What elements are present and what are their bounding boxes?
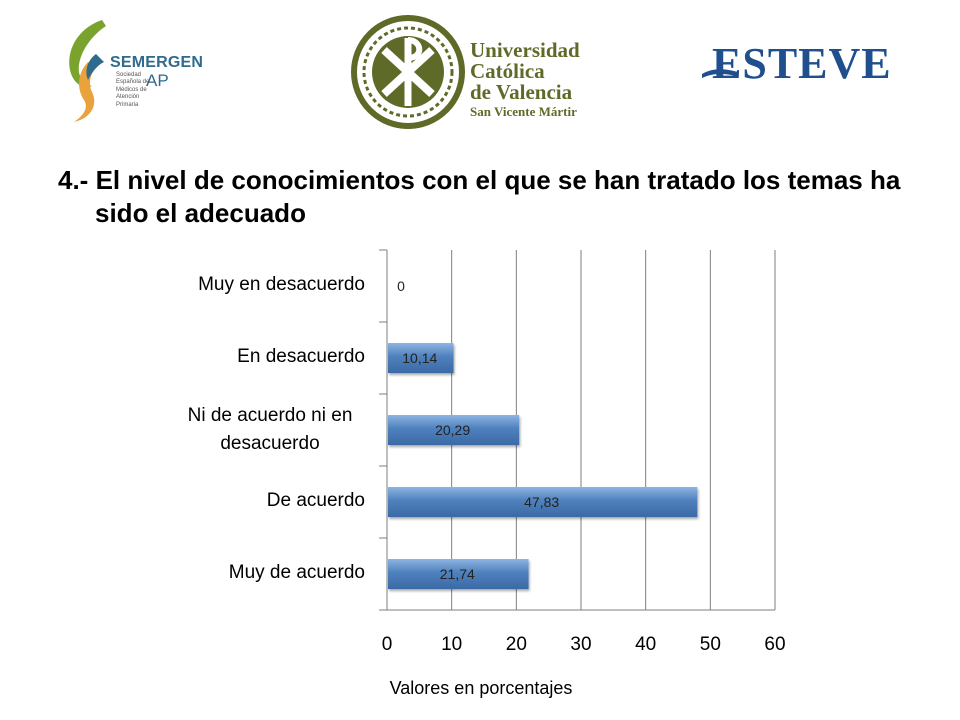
ucv-line-3: de Valencia <box>470 80 573 104</box>
esteve-swoosh-icon <box>702 69 738 78</box>
x-tick-label: 0 <box>382 634 393 655</box>
y-tick-label: En desacuerdo <box>237 346 365 367</box>
ucv-line-4: San Vicente Mártir <box>470 104 577 119</box>
x-tick-label: 10 <box>441 634 462 655</box>
x-tick-label: 60 <box>764 634 785 655</box>
slide-title: 4.- El nivel de conocimientos con el que… <box>58 164 918 230</box>
y-tick-label: Ni de acuerdo ni en desacuerdo <box>187 405 353 454</box>
semergen-subtitle: Sociedad Española de Médicos de Atención… <box>116 72 150 108</box>
slide-title-text: 4.- El nivel de conocimientos con el que… <box>58 165 901 228</box>
semergen-name: SEMERGEN <box>110 54 204 71</box>
x-tick-label: 40 <box>635 634 656 655</box>
y-tick-label: Muy en desacuerdo <box>198 274 365 295</box>
logo-bar: SEMERGEN AP Sociedad Española de Médicos… <box>0 0 960 140</box>
data-label: 47,83 <box>524 494 559 510</box>
semergen-suffix: AP <box>146 71 169 90</box>
ucv-line-1: Universidad <box>470 38 580 62</box>
bar <box>388 487 698 517</box>
ucv-name: Universidad Católica de Valencia San Vic… <box>470 40 580 121</box>
ucv-seal-icon <box>351 15 465 129</box>
y-tick-label: Muy de acuerdo <box>228 562 365 583</box>
data-label: 0 <box>397 278 405 294</box>
x-tick-label: 20 <box>506 634 527 655</box>
data-label: 10,14 <box>402 350 437 366</box>
semergen-emblem-icon <box>69 20 106 122</box>
y-tick-label: De acuerdo <box>266 490 365 511</box>
esteve-name: ESTEVE <box>712 39 892 88</box>
esteve-logo: ESTEVE <box>700 36 900 96</box>
data-label: 20,29 <box>435 422 470 438</box>
x-tick-label: 50 <box>700 634 721 655</box>
ucv-logo: Universidad Católica de Valencia San Vic… <box>350 10 600 134</box>
ucv-line-2: Católica <box>470 59 545 83</box>
bar <box>388 343 454 373</box>
bar <box>388 559 529 589</box>
bar-chart: 0 10 20 30 40 50 60 0 10,14 20,29 47,83 21,74 Valore… <box>0 240 960 720</box>
semergen-logo: SEMERGEN AP Sociedad Española de Médicos… <box>58 14 203 126</box>
x-axis-title: Valores en porcentajes <box>390 678 573 698</box>
bar-chart-svg: 0 10 20 30 40 50 60 0 10,14 20,29 47,83 21,74 Valore… <box>379 249 786 698</box>
bar <box>388 415 520 445</box>
x-tick-label: 30 <box>570 634 591 655</box>
data-label: 21,74 <box>440 566 475 582</box>
